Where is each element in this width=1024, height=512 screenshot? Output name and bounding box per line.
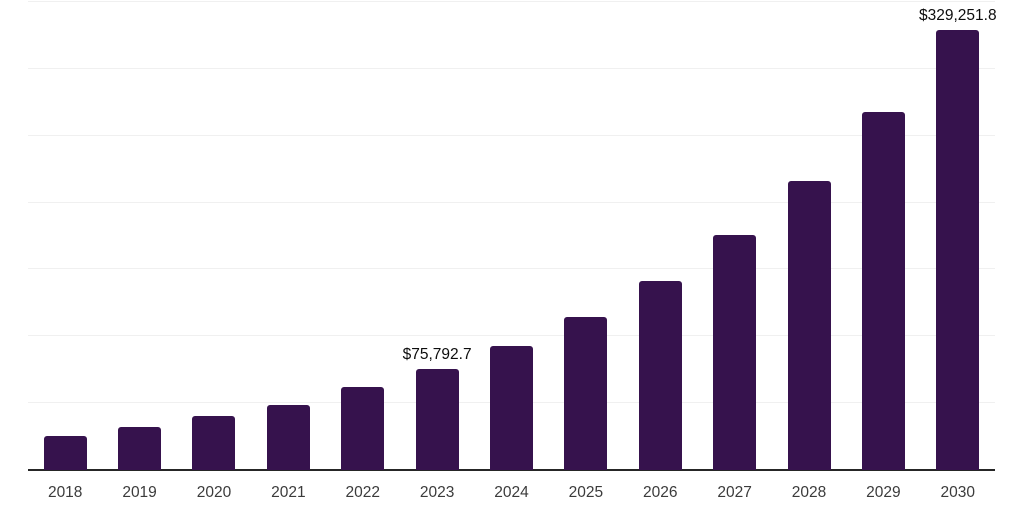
x-tick-label-2028: 2028 bbox=[791, 484, 827, 501]
bar-2022 bbox=[341, 387, 385, 470]
bar-2025 bbox=[564, 316, 608, 470]
bar-2028 bbox=[787, 180, 831, 470]
x-tick-label-2021: 2021 bbox=[271, 484, 306, 501]
gridline-150000 bbox=[28, 268, 995, 270]
x-tick-label-2020: 2020 bbox=[196, 484, 232, 501]
x-tick-label-2018: 2018 bbox=[47, 484, 83, 501]
bar-2021 bbox=[266, 404, 310, 470]
x-tick-label-2022: 2022 bbox=[345, 484, 380, 501]
plot-area: $75,792.7 $329,251.8 bbox=[28, 1, 997, 471]
bar-value-label-2030: $329,251.8 bbox=[919, 7, 997, 25]
x-tick-label-2023: 2023 bbox=[419, 484, 455, 501]
bar-2018 bbox=[43, 435, 87, 470]
x-tick-label-2024: 2024 bbox=[494, 484, 529, 501]
x-tick-label-2029: 2029 bbox=[866, 484, 901, 501]
bar-2026 bbox=[638, 281, 682, 470]
gridline-350000 bbox=[28, 1, 995, 2]
x-tick-label-2026: 2026 bbox=[643, 484, 678, 501]
bar-2019 bbox=[118, 427, 162, 470]
bar-2030 bbox=[936, 29, 980, 470]
gridline-300000 bbox=[28, 67, 995, 69]
gridline-200000 bbox=[28, 201, 995, 203]
bar-2023 bbox=[415, 368, 459, 470]
bar-2024 bbox=[490, 345, 533, 470]
gridline-250000 bbox=[28, 134, 995, 136]
x-tick-label-2019: 2019 bbox=[122, 484, 157, 501]
x-tick-label-2027: 2027 bbox=[717, 484, 752, 501]
x-tick-label-2030: 2030 bbox=[940, 484, 976, 501]
gridline-100000 bbox=[28, 335, 995, 337]
x-tick-label-2025: 2025 bbox=[568, 484, 604, 501]
bar-2029 bbox=[861, 112, 905, 470]
x-axis-line bbox=[28, 469, 995, 471]
bar-2027 bbox=[713, 235, 757, 470]
bar-2020 bbox=[192, 416, 236, 470]
bar-value-label-2023: $75,792.7 bbox=[402, 346, 472, 364]
